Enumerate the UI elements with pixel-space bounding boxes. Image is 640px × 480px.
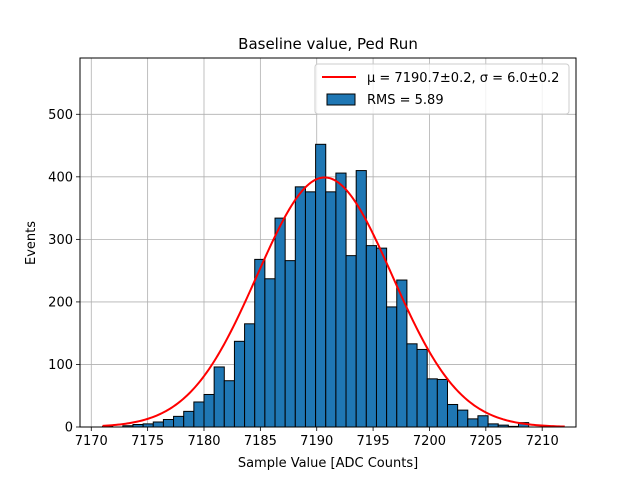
x-tick-label: 7210	[526, 434, 559, 449]
histogram-bar	[213, 366, 225, 428]
legend-fit-label: μ = 7190.7±0.2, σ = 6.0±0.2	[367, 71, 559, 86]
histogram-bar	[355, 170, 367, 428]
gaussian-fit-curve	[102, 176, 565, 428]
histogram-bar	[203, 393, 215, 428]
histogram-bar	[457, 409, 469, 428]
histogram-bar	[436, 378, 448, 428]
x-tick-label: 7175	[131, 434, 164, 449]
y-tick-label: 300	[48, 233, 73, 248]
y-tick-label: 400	[48, 170, 73, 185]
histogram-bar	[254, 258, 266, 428]
histogram-bar	[162, 418, 175, 428]
histogram-bar	[152, 421, 164, 428]
histogram-bar	[233, 340, 246, 428]
histogram-bar	[406, 343, 418, 428]
histogram-bar	[345, 255, 357, 428]
axes-frame	[79, 57, 577, 428]
x-tick-label: 7185	[244, 434, 277, 449]
y-axis-ticks: 0 100 200 300 400 500	[48, 108, 80, 436]
histogram-bar	[264, 278, 276, 428]
legend: μ = 7190.7±0.2, σ = 6.0±0.2 RMS = 5.89	[314, 63, 570, 115]
histogram-bar	[386, 306, 398, 428]
histogram-bar	[365, 245, 377, 428]
histogram-bar	[325, 191, 337, 428]
x-axis-label: Sample Value [ADC Counts]	[238, 456, 418, 471]
histogram-bar	[416, 348, 428, 428]
histogram-bar	[183, 410, 195, 428]
histogram-bar	[274, 217, 286, 428]
histogram-bar	[244, 323, 256, 428]
x-tick-label: 7170	[75, 434, 108, 449]
histogram-bar	[477, 415, 489, 428]
histogram-bar	[294, 186, 306, 428]
x-tick-label: 7200	[413, 434, 446, 449]
y-tick-label: 200	[48, 295, 73, 310]
legend-histogram-label: RMS = 5.89	[367, 93, 444, 108]
x-tick-label: 7180	[187, 434, 220, 449]
histogram-bar	[304, 191, 317, 428]
histogram-bar	[375, 247, 388, 428]
histogram-bar	[335, 172, 347, 428]
histogram-bar	[315, 143, 327, 428]
histogram-bar	[446, 403, 459, 428]
histogram-bars	[102, 143, 530, 428]
x-tick-label: 7190	[300, 434, 333, 449]
histogram-bar	[223, 380, 235, 428]
histogram-bar	[426, 378, 438, 428]
legend-box	[314, 63, 570, 115]
x-axis-ticks: 7170 7175 7180 7185 7190 7195 7200 7205 7210	[75, 427, 559, 449]
histogram-bar	[396, 279, 408, 428]
y-tick-label: 100	[48, 358, 73, 373]
y-axis-label: Events	[24, 221, 39, 265]
histogram-bar	[193, 401, 205, 428]
x-tick-label: 7205	[469, 434, 502, 449]
histogram-bar	[173, 415, 185, 428]
chart-title: Baseline value, Ped Run	[238, 35, 418, 53]
histogram-bar	[284, 260, 296, 428]
x-tick-label: 7195	[357, 434, 390, 449]
y-tick-label: 0	[65, 421, 73, 436]
histogram-bar	[467, 418, 479, 428]
legend-histogram-swatch	[326, 93, 356, 106]
y-tick-label: 500	[48, 108, 73, 123]
plot-area: 7170 7175 7180 7185 7190 7195 7200 7205 7210 0 10…	[48, 57, 577, 449]
